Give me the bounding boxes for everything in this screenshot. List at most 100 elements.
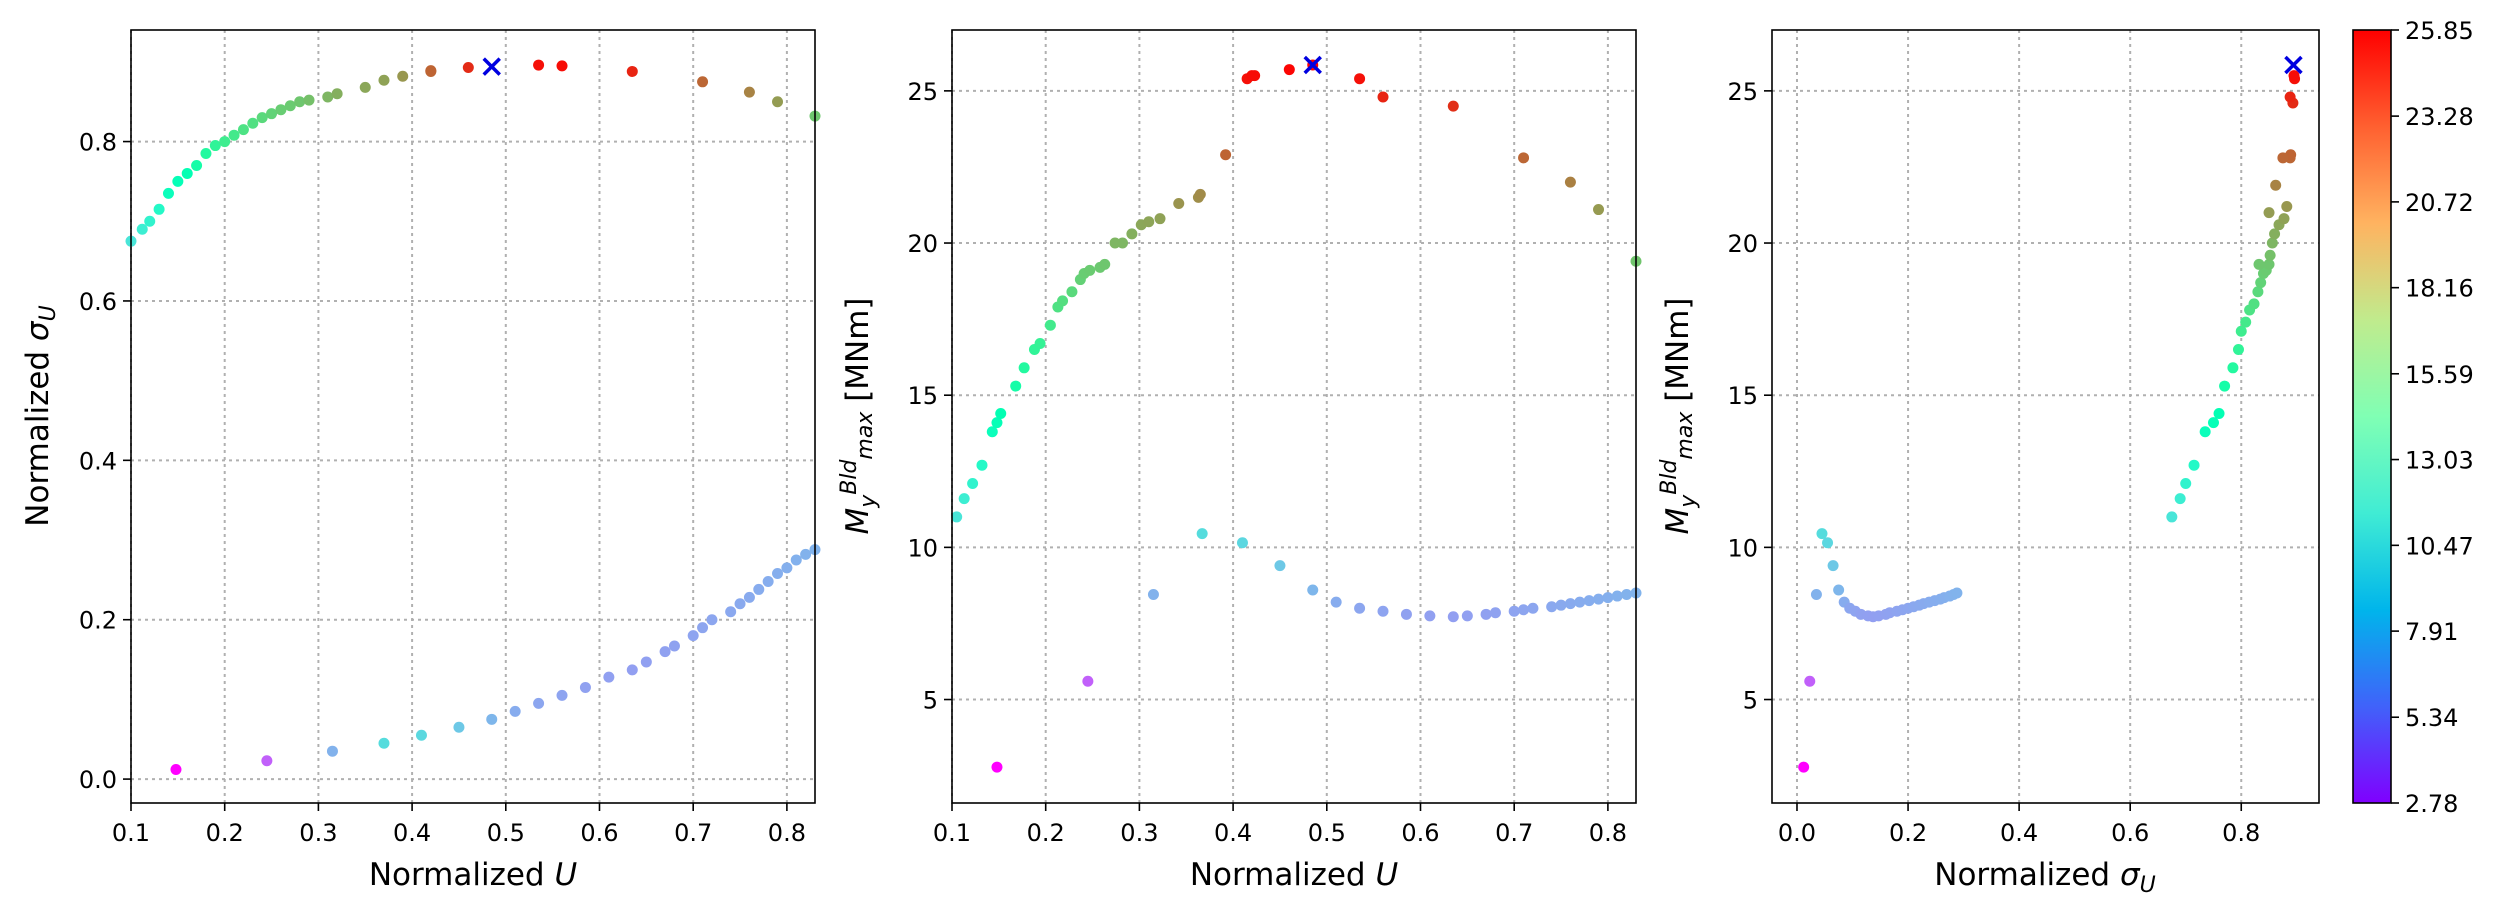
data-point xyxy=(331,88,343,100)
panel-2-x-axis-label: Normalized U xyxy=(1190,857,1399,893)
optimum-marker-stroke xyxy=(1303,55,1322,75)
x-tick-label: 0.0 xyxy=(1778,819,1816,847)
panel-3-x-axis-label: Normalized σU xyxy=(1934,857,2155,898)
data-point xyxy=(2174,493,2186,505)
y-tick-label: 20 xyxy=(1727,230,1758,258)
data-point xyxy=(1194,188,1206,200)
data-point xyxy=(1611,590,1623,602)
panel-2-frame xyxy=(951,29,1637,804)
data-point xyxy=(1827,560,1839,572)
data-point xyxy=(2252,286,2264,298)
x-tick-label: 0.1 xyxy=(112,819,150,847)
data-point xyxy=(172,175,184,187)
data-point xyxy=(1220,149,1232,161)
y-tick-label: 20 xyxy=(907,230,938,258)
data-point xyxy=(1084,264,1096,276)
panel-1: 0.1 0.2 0.3 0.4 0.5 0.6 0.7 0.8 0.0 0.2 0.4 0.6 0.8… xyxy=(20,29,821,893)
panel-2-grid xyxy=(951,30,1636,803)
data-point xyxy=(1804,675,1816,687)
data-point xyxy=(2248,298,2260,310)
data-point xyxy=(1508,605,1520,617)
y-tick-label: 10 xyxy=(907,534,938,562)
data-point xyxy=(1480,608,1492,620)
colorbar-tick-label: 25.85 xyxy=(2405,17,2474,45)
data-point xyxy=(1082,675,1094,687)
panel-1-grid xyxy=(130,30,815,803)
data-point xyxy=(359,81,371,93)
data-point xyxy=(1274,560,1286,572)
data-point xyxy=(453,721,465,733)
panel-1-x-ticks: 0.1 0.2 0.3 0.4 0.5 0.6 0.7 0.8 xyxy=(112,803,806,847)
y-tick-label: 0.0 xyxy=(79,766,117,794)
data-point xyxy=(1564,176,1576,188)
data-point xyxy=(2269,228,2281,240)
data-point xyxy=(533,697,545,709)
data-point xyxy=(2278,213,2290,225)
data-point xyxy=(1143,216,1155,228)
panel-3-x-ticks: 0.0 0.2 0.4 0.6 0.8 xyxy=(1778,803,2260,847)
data-point xyxy=(2255,277,2267,289)
colorbar-tick-label: 20.72 xyxy=(2405,189,2474,217)
data-point xyxy=(1283,64,1295,76)
optimum-marker-stroke xyxy=(482,57,501,76)
data-point xyxy=(1798,761,1810,773)
data-point xyxy=(486,713,498,725)
data-point xyxy=(762,575,774,587)
data-point xyxy=(1117,237,1129,249)
data-point xyxy=(533,59,545,71)
data-point xyxy=(200,148,212,160)
colorbar-tick-label: 10.47 xyxy=(2405,532,2474,560)
data-point xyxy=(1447,611,1459,623)
data-point xyxy=(697,76,709,88)
data-point xyxy=(2188,459,2200,471)
data-point xyxy=(2288,70,2300,82)
data-point xyxy=(2166,511,2178,523)
data-point xyxy=(991,417,1003,429)
panel-3-optimum-marker xyxy=(2284,55,2303,75)
data-point xyxy=(1816,528,1828,540)
data-point xyxy=(1518,604,1530,616)
data-point xyxy=(2227,362,2239,374)
panel-1-y-ticks: 0.0 0.2 0.4 0.6 0.8 xyxy=(79,129,131,794)
data-point xyxy=(1126,228,1138,240)
data-point xyxy=(397,70,409,82)
data-point xyxy=(976,459,988,471)
data-point xyxy=(1555,599,1567,611)
data-point xyxy=(1154,213,1166,225)
x-tick-label: 0.6 xyxy=(2111,819,2149,847)
x-tick-label: 0.7 xyxy=(1495,819,1533,847)
data-point xyxy=(1249,70,1261,82)
colorbar-tick-label: 15.59 xyxy=(2405,361,2474,389)
x-tick-label: 0.6 xyxy=(580,819,618,847)
x-tick-label: 0.1 xyxy=(933,819,971,847)
y-tick-label: 15 xyxy=(1727,382,1758,410)
y-tick-label: 0.2 xyxy=(79,607,117,635)
panel-3-y-ticks: 5 10 15 20 25 xyxy=(1727,78,1772,715)
data-point xyxy=(995,407,1007,419)
panel-1-points xyxy=(125,59,821,776)
data-point xyxy=(2207,417,2219,429)
data-point xyxy=(1424,610,1436,622)
data-point xyxy=(753,583,765,595)
data-point xyxy=(640,656,652,668)
data-point xyxy=(170,764,182,776)
x-tick-label: 0.8 xyxy=(768,819,806,847)
data-point xyxy=(1810,589,1822,601)
colorbar-tick-label: 23.28 xyxy=(2405,103,2474,131)
data-point xyxy=(2213,407,2225,419)
data-point xyxy=(725,606,737,618)
data-point xyxy=(2235,325,2247,337)
data-point xyxy=(247,117,259,129)
y-tick-label: 5 xyxy=(923,687,938,715)
data-point xyxy=(1951,587,1963,599)
y-tick-label: 5 xyxy=(1743,687,1758,715)
data-point xyxy=(209,140,221,152)
data-point xyxy=(2281,201,2293,213)
data-point xyxy=(2240,316,2252,328)
panel-1-optimum-marker xyxy=(482,57,501,76)
panel-3-points xyxy=(1798,70,2301,773)
data-point xyxy=(991,761,1003,773)
data-point xyxy=(2253,258,2265,270)
data-point xyxy=(261,755,273,767)
